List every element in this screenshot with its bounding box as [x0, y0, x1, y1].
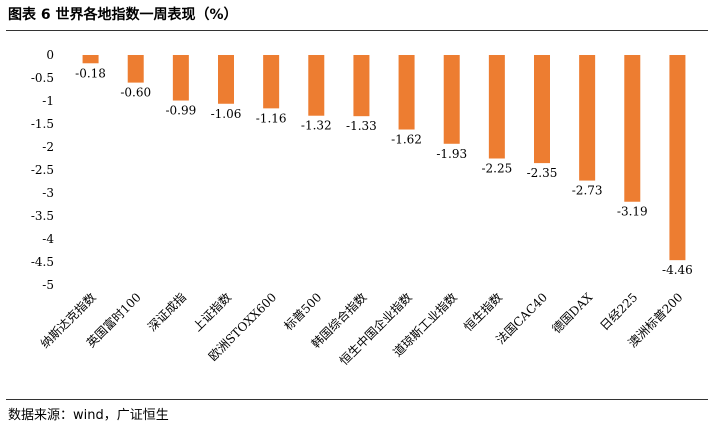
bars [82, 55, 686, 261]
bar [82, 55, 99, 64]
source-note: 数据来源：wind，广证恒生 [8, 408, 169, 423]
bar [624, 55, 641, 202]
data-labels: -0.18 -0.60 -0.99 -1.06 -1.16 -1.32 -1.33 -1.62… [75, 66, 693, 277]
data-label: -2.25 [481, 162, 512, 176]
y-tick-label: -5 [42, 278, 54, 292]
data-label: -2.73 [572, 184, 603, 198]
data-label: -2.35 [527, 166, 558, 180]
y-tick-label: -4.5 [31, 255, 54, 269]
x-tick-label: 德国DAX [549, 289, 596, 336]
bar [669, 55, 686, 261]
data-label: -1.33 [346, 119, 377, 133]
y-tick-label: -2.5 [31, 163, 54, 177]
data-label: -1.32 [301, 119, 332, 133]
bar [127, 55, 144, 83]
y-tick-label: -1.5 [31, 117, 54, 131]
bar [443, 55, 460, 144]
bar [218, 55, 234, 104]
y-tick-label: -3 [42, 186, 54, 200]
y-tick-label: -2 [42, 140, 54, 154]
bar [579, 55, 596, 181]
bar [398, 55, 415, 130]
data-label: -0.18 [75, 66, 106, 80]
y-tick-label: -1 [42, 94, 54, 108]
y-tick-label: -3.5 [31, 209, 54, 223]
data-label: -1.16 [256, 111, 287, 125]
y-tick-label: -0.5 [31, 71, 54, 85]
bar [308, 55, 325, 116]
data-label: -0.60 [120, 86, 151, 100]
y-tick-label: 0 [46, 48, 54, 62]
data-label: -0.99 [165, 104, 196, 118]
x-tick-label: 日经225 [597, 290, 640, 333]
data-label: -1.06 [211, 107, 242, 121]
top-rule [6, 30, 708, 31]
data-label: -4.46 [662, 263, 693, 277]
bar [534, 55, 550, 164]
x-tick-label: 上证指数 [190, 290, 235, 335]
chart-title: 图表 6 世界各地指数一周表现（%） [8, 7, 238, 23]
data-label: -1.93 [436, 147, 467, 161]
bar [172, 55, 189, 101]
bar [488, 55, 505, 159]
bar [353, 55, 370, 117]
y-tick-label: -4 [42, 232, 54, 246]
x-tick-label: 恒生指数 [460, 290, 505, 335]
data-label: -3.19 [617, 205, 648, 219]
data-label: -1.62 [391, 133, 422, 147]
y-axis: 0 -0.5 -1 -1.5 -2 -2.5 -3 -3.5 -4 -4.5 -5 [31, 48, 54, 292]
bar [263, 55, 280, 109]
x-tick-label: 深证成指 [144, 290, 189, 335]
x-tick-label: 标普500 [281, 290, 324, 333]
bottom-rule [6, 399, 708, 400]
